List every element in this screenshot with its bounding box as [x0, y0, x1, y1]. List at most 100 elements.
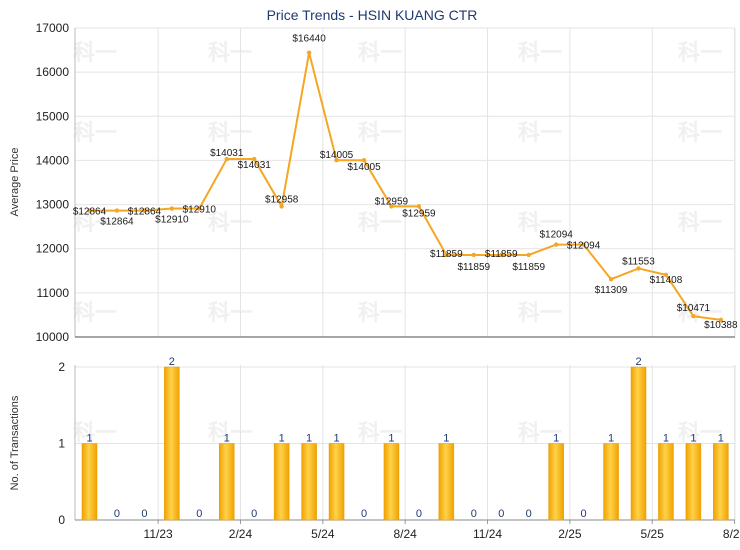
bar-value-label: 1: [608, 433, 614, 445]
price-point: [87, 208, 92, 213]
y-tick-label-transactions: 0: [58, 513, 65, 527]
price-point: [416, 204, 422, 209]
watermark-text: 科一: [208, 420, 252, 445]
price-data-label: $11309: [595, 285, 628, 296]
bar-value-label: 1: [553, 433, 559, 445]
bar-value-label: 0: [471, 508, 477, 520]
bar-value-label: 0: [416, 508, 422, 520]
watermark-text: 科一: [518, 420, 562, 445]
watermark-text: 科一: [73, 300, 117, 325]
bar-value-label: 0: [498, 508, 504, 520]
y-tick-label-price: 12000: [36, 242, 70, 256]
x-tick-label: 2/24: [229, 527, 253, 541]
y-axis-label-transactions: No. of Transactions: [9, 395, 21, 490]
price-point: [361, 158, 367, 163]
bar-value-label: 0: [361, 508, 367, 520]
price-point: [169, 206, 175, 211]
x-tick-label: 11/24: [473, 527, 502, 541]
bar-value-label: 0: [196, 508, 202, 520]
watermark-text: 科一: [518, 300, 562, 325]
price-data-label: $11553: [622, 256, 655, 267]
watermark-text: 科一: [678, 210, 722, 235]
price-data-label: $12094: [539, 230, 573, 241]
y-tick-label-price: 15000: [36, 109, 70, 123]
transaction-bar: [630, 366, 647, 521]
price-data-label: $12864: [100, 217, 134, 228]
grid-layer: 11/232/245/248/2411/242/255/258/25100001…: [36, 21, 740, 541]
watermark-text: 科一: [518, 210, 562, 235]
watermark-text: 科一: [358, 420, 402, 445]
transaction-bar: [164, 366, 180, 521]
bars-layer: 1 0 0 2 0 1 0 1 1 1 0 1 0 1 0 0 0 1 0 1 2 1 1 1: [81, 356, 729, 521]
watermark-text: 科一: [518, 40, 562, 65]
price-data-label: $11408: [650, 275, 683, 286]
price-point: [471, 252, 476, 258]
y-tick-label-transactions: 2: [58, 360, 65, 374]
watermark-text: 科一: [358, 210, 402, 235]
line-layer: [87, 50, 724, 323]
price-point: [608, 277, 614, 282]
bar-value-label: 1: [690, 433, 696, 445]
price-series-line: [89, 51, 721, 321]
bar-value-label: 2: [635, 356, 641, 368]
price-data-label: $14005: [320, 150, 354, 161]
price-data-label: $12910: [155, 215, 189, 226]
price-point: [526, 252, 531, 258]
watermark-text: 科一: [358, 120, 402, 145]
price-data-label: $12094: [567, 241, 601, 252]
x-tick-label: 8/24: [393, 527, 417, 541]
price-data-label: $14031: [210, 148, 244, 159]
y-tick-label-transactions: 1: [58, 437, 65, 451]
bar-value-label: 1: [333, 433, 339, 445]
price-data-label: $10471: [677, 303, 711, 314]
watermark-text: 科一: [73, 420, 117, 445]
watermark-text: 科一: [73, 210, 117, 235]
transaction-bar: [438, 443, 455, 521]
transaction-bar: [658, 443, 674, 521]
price-data-label: $16440: [292, 34, 326, 45]
x-tick-label: 2/25: [558, 527, 582, 541]
bar-value-label: 1: [279, 433, 285, 445]
bar-value-label: 0: [581, 508, 587, 520]
bar-value-label: 0: [141, 508, 147, 520]
bar-value-label: 1: [443, 433, 449, 445]
price-data-label: $11859: [485, 249, 518, 260]
transaction-bar: [548, 443, 564, 521]
watermark-text: 科一: [358, 40, 402, 65]
price-data-label: $11859: [512, 262, 545, 273]
watermark-text: 科一: [518, 120, 562, 145]
bar-value-label: 0: [251, 508, 257, 520]
price-data-label: $12864: [128, 207, 162, 218]
price-data-label: $12958: [265, 194, 299, 205]
price-point: [306, 50, 312, 55]
price-point: [663, 272, 669, 278]
watermark-text: 科一: [358, 300, 402, 325]
bar-value-label: 1: [388, 433, 394, 445]
watermark-text: 科一: [678, 420, 722, 445]
y-tick-label-price: 11000: [37, 286, 70, 300]
price-point: [114, 208, 120, 213]
y-tick-label-price: 14000: [36, 153, 70, 167]
price-point: [718, 317, 724, 323]
price-data-label: $10388: [704, 320, 738, 331]
bar-value-label: 2: [169, 356, 175, 368]
y-tick-label-price: 17000: [36, 21, 70, 35]
x-tick-label: 5/24: [311, 527, 335, 541]
price-data-label: $11859: [457, 262, 490, 273]
price-point: [252, 156, 257, 162]
bar-value-label: 1: [663, 433, 669, 445]
x-tick-label: 5/25: [641, 527, 665, 541]
bar-value-label: 1: [224, 433, 230, 445]
price-point: [279, 204, 284, 209]
price-point: [581, 242, 586, 247]
transaction-bar: [328, 443, 345, 521]
watermark-text: 科一: [208, 40, 252, 65]
bar-value-label: 0: [114, 508, 120, 520]
transaction-bar: [713, 443, 729, 521]
transaction-bar: [603, 443, 619, 521]
price-point: [636, 266, 641, 271]
watermark-text: 科一: [208, 120, 252, 145]
price-point: [444, 252, 449, 258]
